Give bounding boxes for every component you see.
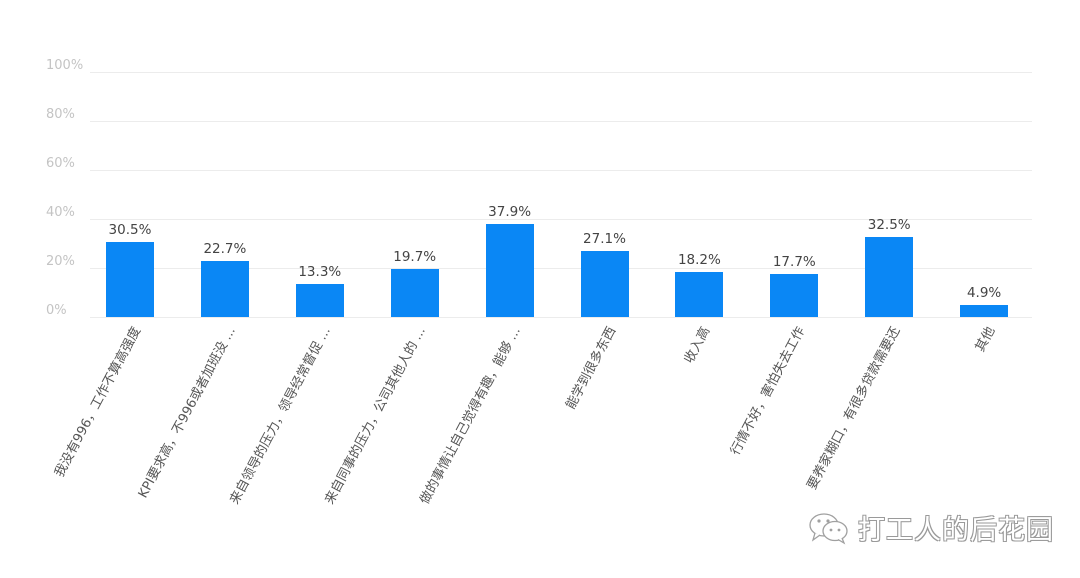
y-tick-label: 0%	[46, 303, 67, 318]
bar-value-label: 30.5%	[108, 222, 152, 239]
y-tick-label: 100%	[46, 58, 84, 73]
gridline	[90, 72, 1032, 73]
bar-value-label: 27.1%	[583, 230, 626, 247]
x-tick-label: 来自同事的压力，公司其他人的 ...	[322, 324, 429, 507]
gridline	[90, 219, 1032, 220]
gridline	[90, 268, 1032, 269]
y-tick-label: 40%	[46, 205, 75, 220]
bar	[106, 242, 154, 317]
bar	[580, 250, 629, 317]
bar	[675, 272, 724, 317]
bar-value-label: 4.9%	[966, 284, 1002, 301]
bar	[960, 304, 1009, 317]
gridline	[90, 170, 1032, 171]
bar	[485, 224, 534, 317]
bar-value-label: 22.7%	[203, 241, 247, 258]
watermark: 打工人的后花园	[808, 508, 1054, 547]
x-tick-label: KPI要求高，不996或者加班没 ...	[135, 324, 239, 501]
watermark-text: 打工人的后花园	[858, 515, 1054, 546]
x-tick-label: 我没有996，工作不算高强度	[52, 324, 145, 480]
bar	[770, 273, 819, 317]
bar	[200, 261, 249, 317]
gridline	[90, 317, 1032, 318]
bar-value-label: 18.2%	[677, 252, 721, 269]
bar-value-label: 37.9%	[488, 204, 532, 221]
x-tick-label: 行情不好，害怕失去工作	[728, 324, 809, 458]
x-tick-label: 要养家糊口，有很多贷款需要还	[804, 324, 904, 493]
wechat-icon	[809, 512, 848, 545]
bar-value-label: 19.7%	[393, 248, 437, 265]
bar-value-label: 13.3%	[298, 264, 342, 281]
bar-value-label: 32.5%	[867, 217, 911, 234]
x-tick-label: 做的事情让自己觉得有趣，能够 ...	[417, 324, 524, 507]
bar	[390, 268, 439, 317]
bar	[295, 284, 344, 317]
x-tick-label: 能学到很多东西	[562, 324, 619, 412]
gridline	[90, 121, 1032, 122]
bar-value-label: 17.7%	[772, 253, 816, 270]
y-tick-label: 80%	[46, 107, 75, 122]
x-tick-label: 其他	[973, 324, 999, 355]
x-tick-label: 来自领导的压力，领导经常督促 ...	[227, 324, 334, 507]
y-tick-label: 60%	[46, 156, 75, 171]
x-tick-label: 收入高	[682, 324, 714, 367]
bar	[865, 237, 914, 317]
y-tick-label: 20%	[46, 254, 75, 269]
